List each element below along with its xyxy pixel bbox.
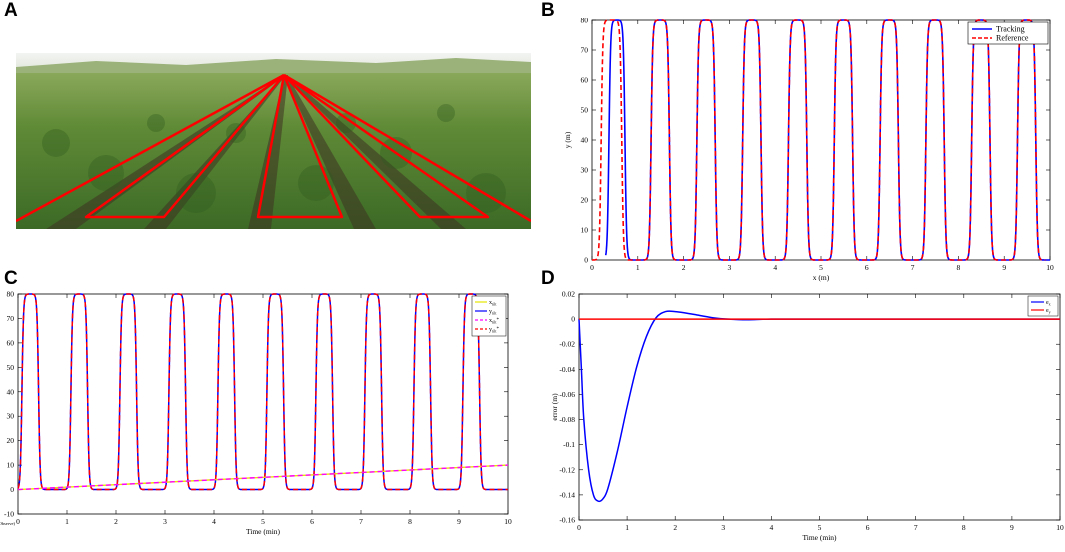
- b-xtick-label: 5: [819, 263, 823, 272]
- c-ytick-label: 70: [7, 314, 15, 323]
- c-ytick-label: -10: [4, 510, 14, 519]
- d-xtick-label: 7: [914, 523, 918, 532]
- d-ytick-label: 0.02: [562, 290, 575, 299]
- field-photo-drawing: [16, 53, 531, 229]
- d-xlabel: Time (min): [802, 533, 837, 542]
- chart-b: 0 1 2 3 4 5 6 7 8 9 10 0 10 20 30 40 50 60 70 80 x (m) y (m) T…: [540, 18, 1060, 288]
- d-legend-label: ex: [1046, 300, 1051, 307]
- b-xtick-label: 4: [773, 263, 777, 272]
- d-ylabel: error (m): [550, 393, 559, 421]
- panel-label-a: A: [4, 0, 18, 22]
- c-xlabel: Time (min): [246, 527, 281, 536]
- c-xtick-label: 5: [261, 517, 265, 526]
- c-xtick-label: 1: [65, 517, 69, 526]
- d-series-e-x: [579, 311, 1060, 501]
- b-xtick-label: 2: [682, 263, 686, 272]
- c-xtick-label: 4: [212, 517, 216, 526]
- c-corner-label: (Observe): [0, 521, 15, 526]
- d-ytick-label: -0.06: [559, 390, 575, 399]
- c-xtick-label: 7: [359, 517, 363, 526]
- d-legend-box: [1028, 296, 1058, 316]
- d-xtick-label: 9: [1010, 523, 1014, 532]
- c-series-y-tilt: [18, 294, 508, 490]
- d-xtick-label: 5: [818, 523, 822, 532]
- b-legend-label: Reference: [996, 34, 1029, 43]
- c-xtick-label: 9: [457, 517, 461, 526]
- d-ytick-label: -0.08: [559, 415, 575, 424]
- d-ytick-label: -0.02: [559, 340, 575, 349]
- c-xtick-label: 3: [163, 517, 167, 526]
- b-xtick-label: 3: [728, 263, 732, 272]
- d-legend-label: ey: [1046, 308, 1051, 315]
- b-xtick-label: 0: [590, 263, 594, 272]
- b-xtick-label: 8: [957, 263, 961, 272]
- c-ytick-label: 60: [7, 338, 15, 347]
- c-ytick-label: 80: [7, 290, 15, 299]
- c-ytick-label: 30: [7, 412, 15, 421]
- c-legend-label: xtilt: [489, 300, 497, 307]
- b-xtick-label: 7: [911, 263, 915, 272]
- d-xtick-label: 4: [770, 523, 774, 532]
- b-ytick-label: 40: [581, 136, 589, 145]
- c-xtick-label: 10: [504, 517, 512, 526]
- c-legend-label: ytilt: [489, 309, 497, 316]
- c-xtick-label: 0: [16, 517, 20, 526]
- b-ytick-label: 10: [581, 226, 589, 235]
- d-xtick-label: 10: [1056, 523, 1064, 532]
- d-xtick-label: 6: [866, 523, 870, 532]
- b-ytick-label: 60: [581, 76, 589, 85]
- b-xtick-label: 9: [1002, 263, 1006, 272]
- c-xtick-label: 8: [408, 517, 412, 526]
- b-ytick-label: 80: [581, 18, 589, 25]
- b-legend-label: Tracking: [996, 25, 1025, 34]
- d-xtick-label: 2: [673, 523, 677, 532]
- potato-field-photo: [16, 53, 531, 229]
- c-ytick-label: 20: [7, 436, 15, 445]
- b-ytick-label: 30: [581, 166, 589, 175]
- c-ytick-label: 10: [7, 461, 15, 470]
- d-xtick-label: 0: [577, 523, 581, 532]
- c-ytick-label: 50: [7, 363, 15, 372]
- d-ytick-label: -0.16: [559, 516, 575, 525]
- c-xtick-label: 6: [310, 517, 314, 526]
- c-ytick-label: 0: [10, 485, 14, 494]
- b-ytick-label: 0: [584, 256, 588, 265]
- d-ytick-label: -0.14: [559, 490, 575, 499]
- b-xtick-label: 1: [636, 263, 640, 272]
- c-ytick-label: 40: [7, 387, 15, 396]
- c-series-y-tilt-star: [18, 294, 508, 490]
- d-xtick-label: 8: [962, 523, 966, 532]
- d-plot-frame: [579, 294, 1060, 520]
- d-ytick-label: -0.12: [559, 465, 575, 474]
- b-series-reference: [592, 20, 1045, 260]
- b-xtick-label: 10: [1046, 263, 1054, 272]
- b-xtick-label: 6: [865, 263, 869, 272]
- b-xlabel: x (m): [813, 273, 830, 282]
- d-xtick-label: 1: [625, 523, 629, 532]
- d-ytick-label: -0.1: [563, 440, 575, 449]
- d-xtick-label: 3: [721, 523, 725, 532]
- b-ytick-label: 70: [581, 46, 589, 55]
- d-ytick-label: 0: [571, 315, 575, 324]
- c-xtick-label: 2: [114, 517, 118, 526]
- b-ytick-label: 20: [581, 196, 589, 205]
- c-plot-frame: [18, 294, 508, 514]
- b-ytick-label: 50: [581, 106, 589, 115]
- chart-d: 0 1 2 3 4 5 6 7 8 9 10 -0.16 -0.14 -0.12 -0.1 -0.08 -0.0…: [540, 282, 1065, 552]
- d-ytick-label: -0.04: [559, 365, 575, 374]
- b-plot-frame: [592, 20, 1050, 260]
- b-ylabel: y (m): [563, 131, 572, 148]
- b-series-tracking: [606, 20, 1050, 260]
